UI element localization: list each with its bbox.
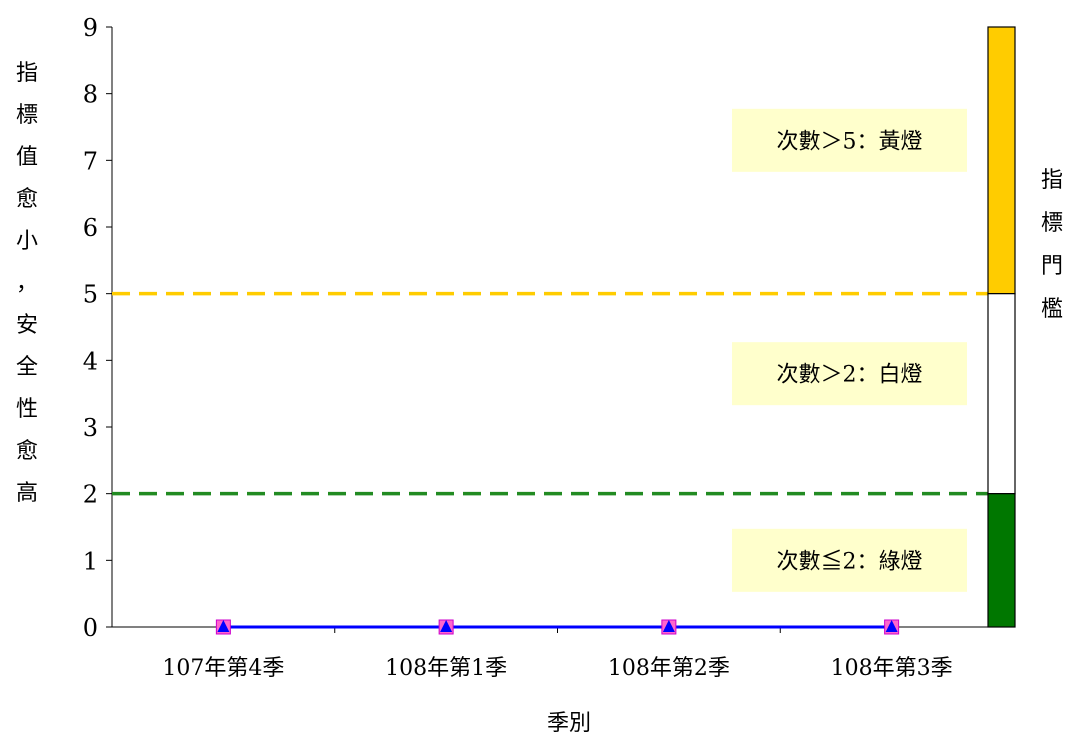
y-tick-label: 1 [83, 547, 98, 575]
y-tick-label: 8 [83, 81, 98, 109]
annotation-text: 次數＞2：白燈 [777, 363, 923, 388]
y-axis-label-text: 指標值愈小，安全性愈高 [16, 61, 38, 506]
y-tick-label: 6 [83, 214, 98, 242]
y-tick-label: 0 [83, 614, 98, 642]
x-tick-label: 108年第3季 [831, 656, 953, 681]
y-axis: 0 1 2 3 4 5 6 7 8 9 [83, 14, 113, 642]
series-marker-triangle [217, 620, 230, 632]
x-axis: 107年第4季 108年第1季 108年第2季 108年第3季 [112, 626, 1003, 681]
y-tick-label: 4 [83, 347, 98, 375]
annotation-text: 次數＞5：黃燈 [777, 129, 923, 154]
series-marker-triangle [885, 620, 898, 632]
threshold-bar: 指標門檻 [987, 26, 1063, 628]
threshold-bar-label: 指標門檻 [1041, 168, 1063, 322]
y-tick-label: 5 [83, 281, 98, 309]
threshold-bar-segment [987, 26, 1016, 295]
y-tick-label: 7 [83, 147, 98, 175]
threshold-lines [112, 291, 988, 496]
x-tick-label: 108年第1季 [385, 656, 507, 681]
x-axis-label: 季別 [547, 711, 591, 736]
annotation-text: 次數≦2：綠燈 [777, 549, 923, 574]
x-tick-label: 108年第2季 [608, 656, 730, 681]
y-tick-label: 2 [83, 481, 98, 509]
threshold-bar-segment [987, 293, 1016, 495]
threshold-bar-segment [987, 493, 1016, 628]
annotation-box [732, 342, 967, 406]
series-marker-triangle [662, 620, 675, 632]
x-tick-label: 107年第4季 [162, 656, 284, 681]
series [215, 619, 900, 635]
y-tick-label: 3 [83, 414, 98, 442]
y-axis-label: 指標值愈小，安全性愈高 [16, 61, 38, 506]
series-marker-triangle [440, 620, 453, 632]
annotation-box [732, 528, 967, 592]
y-tick-label: 9 [83, 14, 98, 42]
annotation-box [732, 108, 967, 172]
